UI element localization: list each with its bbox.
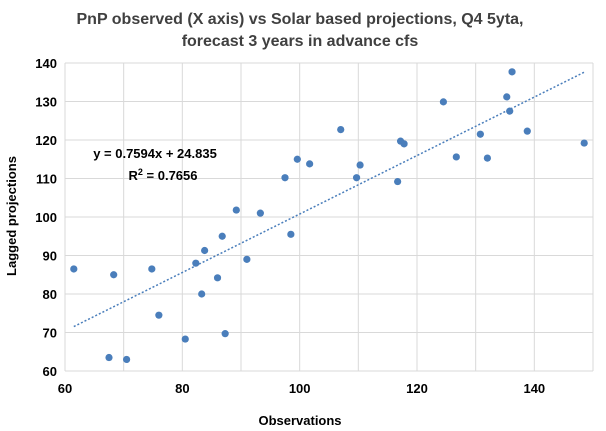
r-squared-superscript: 2 — [138, 167, 143, 177]
data-point — [110, 271, 118, 279]
data-point — [483, 154, 491, 162]
data-point — [394, 177, 402, 186]
data-points — [70, 68, 588, 364]
data-point — [148, 265, 156, 273]
data-point — [352, 174, 361, 182]
x-tick-label: 60 — [58, 381, 72, 396]
y-tick-label: 60 — [43, 364, 57, 379]
y-tick-label: 130 — [35, 95, 57, 110]
data-point — [476, 130, 484, 138]
data-point — [337, 126, 345, 134]
x-tick-labels: 60 80 100 120 140 — [58, 381, 545, 396]
data-point — [155, 311, 163, 319]
data-point — [281, 174, 289, 182]
data-point — [232, 206, 240, 214]
data-point — [287, 230, 295, 238]
y-tick-label: 100 — [35, 210, 57, 225]
data-point — [452, 153, 460, 161]
r-squared-prefix: R — [129, 168, 139, 183]
y-tick-label: 80 — [43, 287, 57, 302]
data-point — [192, 259, 200, 267]
x-axis-label: Observations — [258, 413, 341, 428]
r-squared-value: = 0.7656 — [143, 168, 198, 183]
y-tick-label: 110 — [36, 172, 57, 187]
y-axis-label: Lagged projections — [4, 156, 19, 276]
trendline-equation: y = 0.7594x + 24.835 — [93, 146, 217, 161]
data-point — [70, 265, 78, 273]
data-point — [508, 68, 516, 76]
data-point — [218, 232, 226, 240]
data-point — [439, 98, 447, 106]
chart-title-line2: forecast 3 years in advance cfs — [182, 33, 419, 50]
data-point — [181, 335, 189, 343]
data-point — [123, 355, 131, 364]
data-point — [256, 209, 264, 217]
y-tick-label: 70 — [43, 326, 57, 341]
data-point — [306, 160, 314, 168]
trendline — [73, 71, 585, 328]
x-tick-label: 100 — [289, 381, 311, 396]
r-squared-label: R2 = 0.7656 — [129, 167, 198, 183]
data-point — [293, 155, 301, 163]
y-tick-label: 140 — [35, 56, 57, 71]
data-point — [105, 353, 113, 362]
data-point — [243, 255, 251, 263]
data-point — [400, 140, 408, 148]
y-tick-label: 90 — [43, 249, 57, 264]
data-point — [356, 161, 364, 169]
x-tick-label: 80 — [175, 381, 189, 396]
data-point — [503, 93, 511, 101]
data-point — [221, 330, 229, 338]
chart-title-line1: PnP observed (X axis) vs Solar based pro… — [77, 11, 524, 28]
data-point — [506, 107, 514, 115]
data-point — [580, 139, 588, 147]
y-tick-label: 120 — [35, 133, 57, 148]
y-tick-labels: 60 70 80 90 100 110 120 130 140 — [35, 56, 57, 379]
data-point — [201, 246, 209, 255]
data-point — [213, 274, 222, 282]
data-point — [523, 127, 531, 135]
x-tick-label: 140 — [523, 381, 545, 396]
trendline-group — [73, 71, 585, 328]
data-point — [198, 290, 206, 298]
x-tick-label: 120 — [406, 381, 428, 396]
gridlines — [64, 62, 594, 372]
